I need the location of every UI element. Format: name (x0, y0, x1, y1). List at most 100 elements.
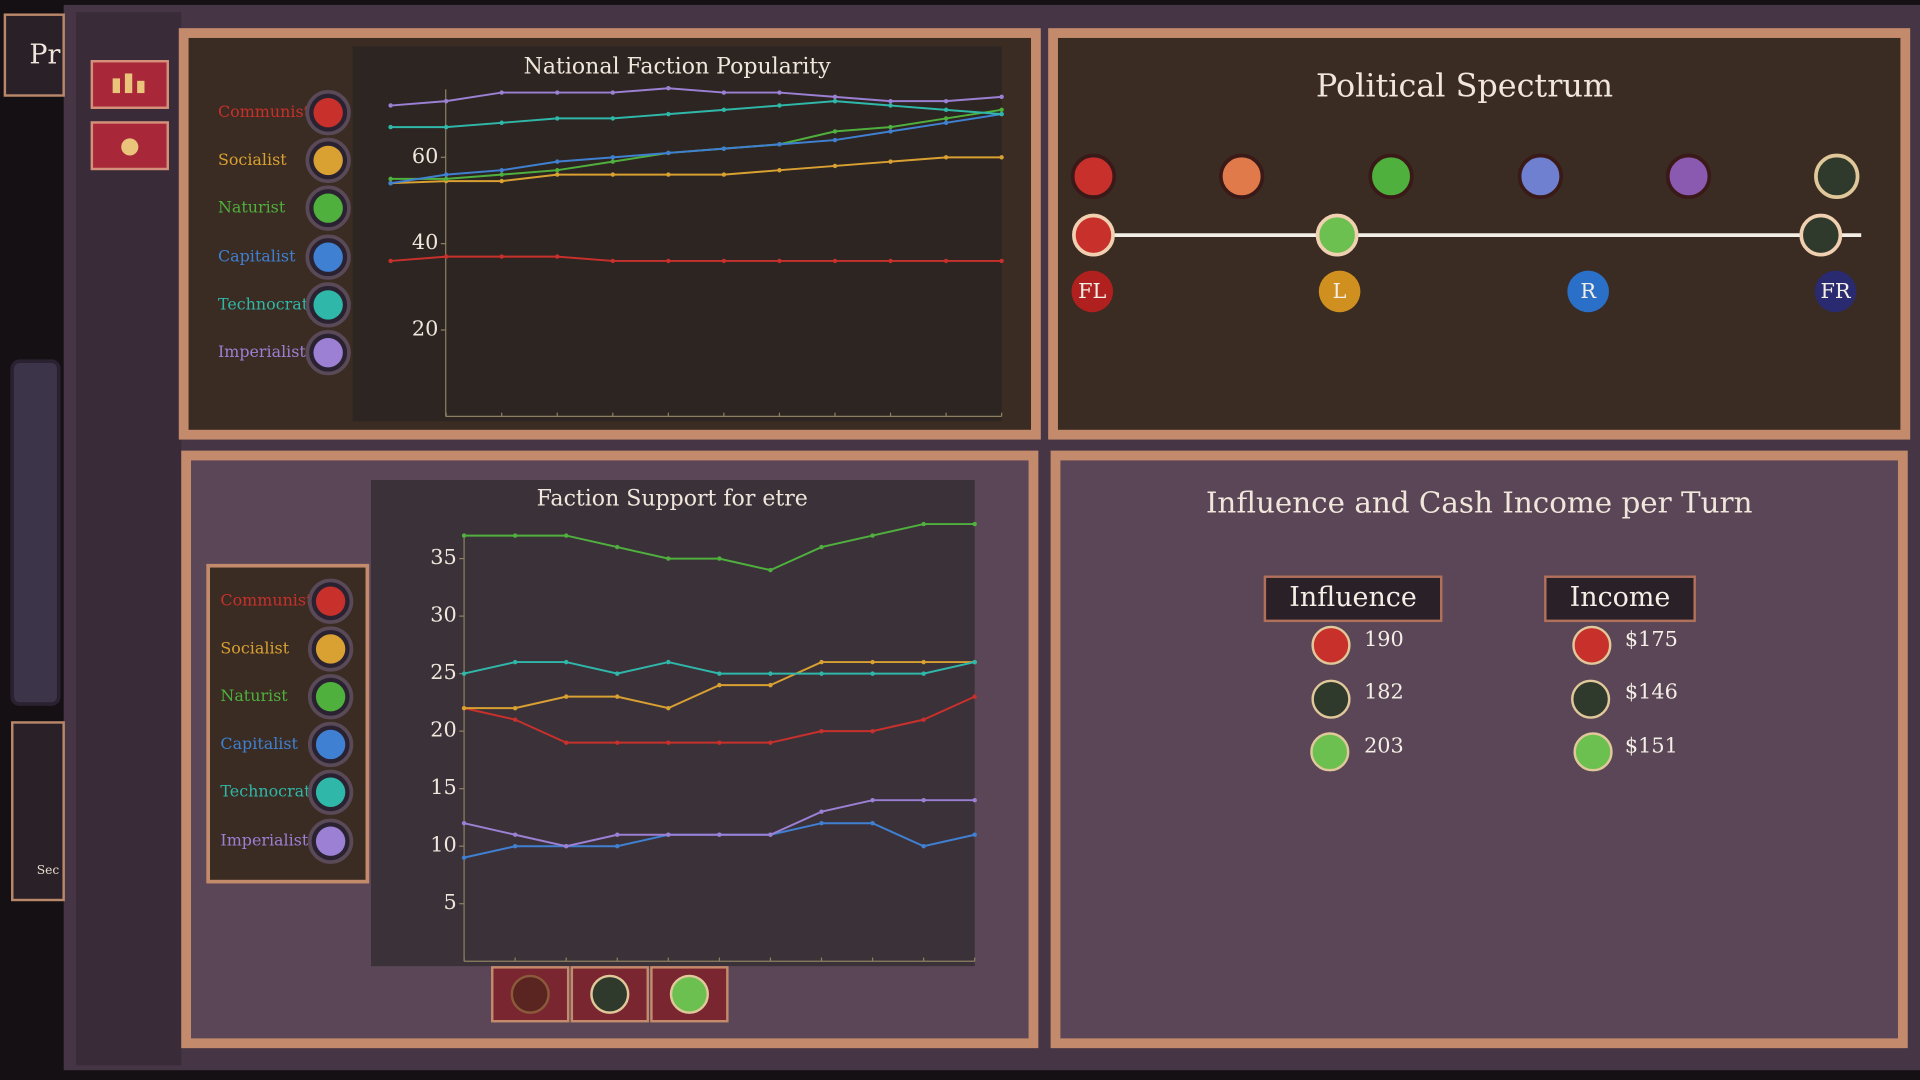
legend-label: Technocrat (220, 782, 311, 801)
button-icon (590, 974, 630, 1014)
data-point (555, 159, 560, 164)
button-icon (669, 974, 709, 1014)
header-box (1544, 575, 1696, 623)
data-point (832, 98, 838, 104)
data-point (461, 820, 467, 826)
data-point (768, 567, 773, 573)
sidebar-header (3, 13, 65, 97)
data-point (943, 107, 949, 113)
data-point (819, 671, 824, 676)
data-point (717, 556, 722, 561)
data-point (666, 172, 671, 177)
data-point (819, 809, 824, 814)
legend-icon-core (313, 290, 343, 320)
data-point (499, 254, 504, 259)
data-point (832, 137, 838, 143)
sidebar-title: Pr (29, 39, 60, 70)
data-point (768, 671, 773, 676)
party-marker (1799, 213, 1843, 257)
sidebar-card (11, 721, 65, 902)
data-point (555, 254, 560, 259)
data-point (777, 258, 782, 264)
legend-icon-core (315, 586, 346, 616)
series-line (390, 87, 1002, 107)
data-point (499, 120, 504, 125)
data-point (555, 90, 560, 95)
column-header: Income (1570, 582, 1671, 613)
tab-charts[interactable] (90, 60, 169, 109)
data-point (388, 258, 393, 264)
legend-label: Naturist (218, 198, 286, 217)
chart-title: National Faction Popularity (524, 54, 832, 79)
sidebar-label: Sec (37, 863, 60, 877)
legend-label: Socialist (220, 638, 289, 657)
data-point (443, 172, 449, 177)
data-point (832, 129, 838, 134)
data-point (721, 107, 727, 113)
series-line (390, 100, 1002, 129)
faction-icon (1368, 153, 1414, 199)
data-point (888, 98, 893, 104)
data-point (610, 116, 616, 121)
data-point (777, 90, 782, 95)
data-point (610, 258, 616, 264)
data-point (666, 111, 671, 117)
data-point (717, 682, 722, 688)
data-point (443, 98, 449, 104)
data-point (564, 659, 569, 665)
party-marker (1072, 213, 1115, 257)
y-tick-label: 25 (430, 660, 456, 684)
party-icon (1571, 679, 1611, 719)
party-icon (1573, 732, 1613, 772)
influence-value: 203 (1364, 733, 1404, 757)
data-point (512, 717, 518, 722)
data-point (943, 98, 949, 104)
data-point (610, 172, 616, 177)
data-point (943, 258, 949, 264)
data-point (832, 94, 838, 100)
data-point (461, 855, 467, 860)
data-point (666, 86, 671, 91)
influence-value: 190 (1364, 627, 1404, 651)
data-point (666, 832, 671, 837)
data-point (564, 533, 569, 538)
data-point (443, 176, 449, 182)
data-point (555, 172, 560, 177)
data-point (443, 124, 449, 130)
panel-income (1050, 450, 1908, 1049)
influence-value: 182 (1364, 680, 1404, 704)
data-point (870, 820, 875, 826)
data-point (972, 832, 977, 837)
legend-label: Capitalist (220, 734, 298, 753)
faction-icon (1517, 153, 1564, 199)
data-point (768, 832, 773, 837)
income-value: $151 (1625, 733, 1678, 757)
data-point (564, 694, 569, 699)
data-point (999, 155, 1004, 160)
income-value: $175 (1625, 627, 1678, 651)
party-icon (1311, 679, 1351, 719)
data-point (610, 159, 616, 164)
data-point (615, 694, 620, 699)
data-point (943, 120, 949, 125)
position-label: R (1580, 279, 1597, 303)
position-badge (1071, 270, 1114, 313)
data-point (777, 168, 782, 173)
data-point (870, 533, 875, 538)
income-value: $146 (1625, 680, 1678, 704)
data-point (615, 832, 620, 837)
position-badge (1318, 270, 1361, 313)
legend-label: Communist (220, 591, 313, 610)
data-point (777, 142, 782, 147)
data-point (388, 124, 393, 130)
data-point (564, 740, 569, 745)
data-point (972, 797, 977, 803)
position-badge (1567, 270, 1609, 313)
legend-icon-core (315, 826, 346, 856)
data-point (819, 728, 824, 734)
legend-icon-core (313, 337, 343, 368)
data-point (461, 533, 467, 538)
data-point (615, 544, 620, 550)
y-tick-label: 30 (430, 603, 456, 627)
